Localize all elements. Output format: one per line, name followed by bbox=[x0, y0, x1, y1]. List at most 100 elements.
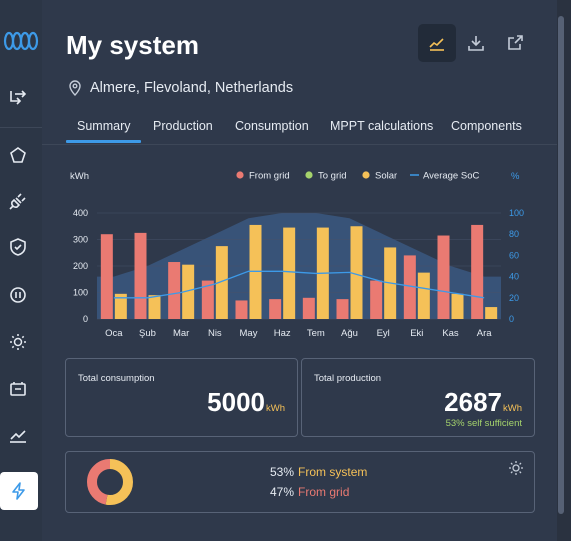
y-tick-label-left: 300 bbox=[73, 235, 88, 245]
pentagon-icon[interactable] bbox=[8, 145, 28, 165]
bar-from-grid bbox=[168, 262, 181, 319]
bar-solar bbox=[417, 272, 430, 319]
total-consumption-label: Total consumption bbox=[78, 373, 155, 384]
lightning-icon bbox=[12, 482, 25, 500]
bar-from-grid bbox=[437, 235, 450, 319]
chart-view-button[interactable] bbox=[418, 24, 456, 62]
total-consumption-value: 5000kWh bbox=[207, 387, 285, 418]
tab-mppt-calculations[interactable]: MPPT calculations bbox=[330, 119, 434, 133]
share-row-system: 53% From system bbox=[270, 465, 367, 479]
y-tick-label-right: 60 bbox=[509, 250, 519, 260]
x-tick-label: Oca bbox=[105, 328, 123, 339]
legend-swatch bbox=[305, 171, 313, 179]
bar-solar bbox=[249, 224, 262, 319]
tab-components[interactable]: Components bbox=[451, 119, 522, 133]
x-tick-label: Ara bbox=[477, 328, 493, 339]
transfer-icon[interactable] bbox=[8, 88, 28, 108]
y-tick-label-left: 200 bbox=[73, 261, 88, 271]
page-title: My system bbox=[66, 30, 199, 60]
total-production-card: Total production 2687kWh 53% self suffic… bbox=[301, 358, 535, 437]
average-soc-line bbox=[113, 270, 485, 299]
share-row-grid: 47% From grid bbox=[270, 485, 349, 499]
tab-summary[interactable]: Summary bbox=[77, 119, 131, 133]
x-tick-label: Eyl bbox=[377, 328, 390, 339]
legend-label: To grid bbox=[318, 171, 347, 182]
total-production-label: Total production bbox=[314, 373, 382, 384]
x-tick-label: Nis bbox=[208, 328, 222, 339]
sun-icon[interactable] bbox=[508, 460, 524, 476]
location-pin-icon bbox=[69, 80, 81, 96]
bar-from-grid bbox=[269, 299, 282, 319]
legend-swatch bbox=[362, 171, 370, 179]
total-production-value: 2687kWh bbox=[444, 387, 522, 418]
bar-solar bbox=[283, 227, 296, 319]
y-axis-label-left: kWh bbox=[70, 171, 89, 182]
sidebar-divider bbox=[0, 127, 42, 128]
energy-chart: 0 100 200 300 400 0 20 40 60 80 100 Oca Şub Mar Nis May… bbox=[70, 171, 524, 340]
pause-circle-icon[interactable] bbox=[8, 285, 28, 305]
bar-from-grid bbox=[235, 300, 248, 319]
download-icon bbox=[468, 36, 484, 51]
x-tick-label: Tem bbox=[307, 328, 325, 339]
energy-share-card bbox=[65, 451, 535, 513]
battery-icon[interactable] bbox=[8, 379, 28, 399]
share-button[interactable] bbox=[496, 24, 534, 62]
total-production-unit: kWh bbox=[503, 403, 522, 414]
location-text: Almere, Flevoland, Netherlands bbox=[90, 80, 294, 96]
bar-solar bbox=[182, 264, 195, 319]
bar-solar bbox=[114, 293, 127, 319]
y-tick-label-left: 400 bbox=[73, 208, 88, 218]
bar-from-grid bbox=[370, 280, 383, 319]
tab-bar bbox=[42, 114, 557, 145]
scrollbar-thumb[interactable] bbox=[558, 16, 564, 514]
bar-from-grid bbox=[336, 299, 349, 319]
tab-active-indicator bbox=[66, 140, 141, 143]
sidebar-item-active[interactable] bbox=[0, 472, 38, 510]
legend-label: From grid bbox=[249, 171, 290, 182]
tab-production[interactable]: Production bbox=[153, 119, 213, 133]
total-consumption-number: 5000 bbox=[207, 387, 265, 417]
x-tick-label: Kas bbox=[442, 328, 459, 339]
total-production-number: 2687 bbox=[444, 387, 502, 417]
x-tick-label: Ağu bbox=[341, 328, 358, 339]
y-tick-label-left: 100 bbox=[73, 288, 88, 298]
share-grid-percent: 47% bbox=[270, 485, 295, 499]
bar-solar bbox=[350, 226, 363, 319]
chart-line-icon[interactable] bbox=[8, 425, 28, 445]
x-tick-label: Eki bbox=[410, 328, 423, 339]
x-tick-label: May bbox=[240, 328, 258, 339]
total-consumption-card: Total consumption 5000kWh bbox=[65, 358, 298, 437]
sun-icon[interactable] bbox=[8, 332, 28, 352]
bar-solar bbox=[451, 293, 464, 319]
y-tick-label-right: 100 bbox=[509, 208, 524, 218]
bar-solar bbox=[215, 246, 228, 319]
x-tick-label: Haz bbox=[274, 328, 291, 339]
share-system-label: From system bbox=[298, 465, 368, 479]
self-sufficient-note: 53% self sufficient bbox=[445, 418, 522, 429]
share-icon bbox=[508, 35, 523, 50]
location: Almere, Flevoland, Netherlands bbox=[68, 78, 293, 98]
y-tick-label-right: 0 bbox=[509, 314, 514, 324]
bar-from-grid bbox=[100, 234, 113, 319]
share-system-percent: 53% bbox=[270, 465, 295, 479]
y-axis-label-right: % bbox=[511, 171, 520, 182]
share-grid-label: From grid bbox=[298, 485, 350, 499]
y-tick-label-left: 0 bbox=[83, 314, 88, 324]
x-tick-label: Şub bbox=[139, 328, 156, 339]
total-consumption-unit: kWh bbox=[266, 403, 285, 414]
bar-from-grid bbox=[471, 224, 484, 319]
donut-slice-grid bbox=[87, 459, 133, 505]
bar-from-grid bbox=[302, 297, 315, 319]
bar-from-grid bbox=[201, 280, 214, 319]
download-button[interactable] bbox=[457, 24, 495, 62]
shield-icon[interactable] bbox=[8, 237, 28, 257]
y-tick-label-right: 20 bbox=[509, 293, 519, 303]
logo bbox=[3, 31, 39, 51]
plug-icon[interactable] bbox=[8, 191, 28, 211]
chart-icon bbox=[429, 38, 444, 51]
tab-consumption[interactable]: Consumption bbox=[235, 119, 309, 133]
legend-swatch bbox=[236, 171, 244, 179]
bar-solar bbox=[485, 307, 498, 319]
legend-label: Solar bbox=[375, 171, 397, 182]
sidebar bbox=[0, 0, 42, 541]
